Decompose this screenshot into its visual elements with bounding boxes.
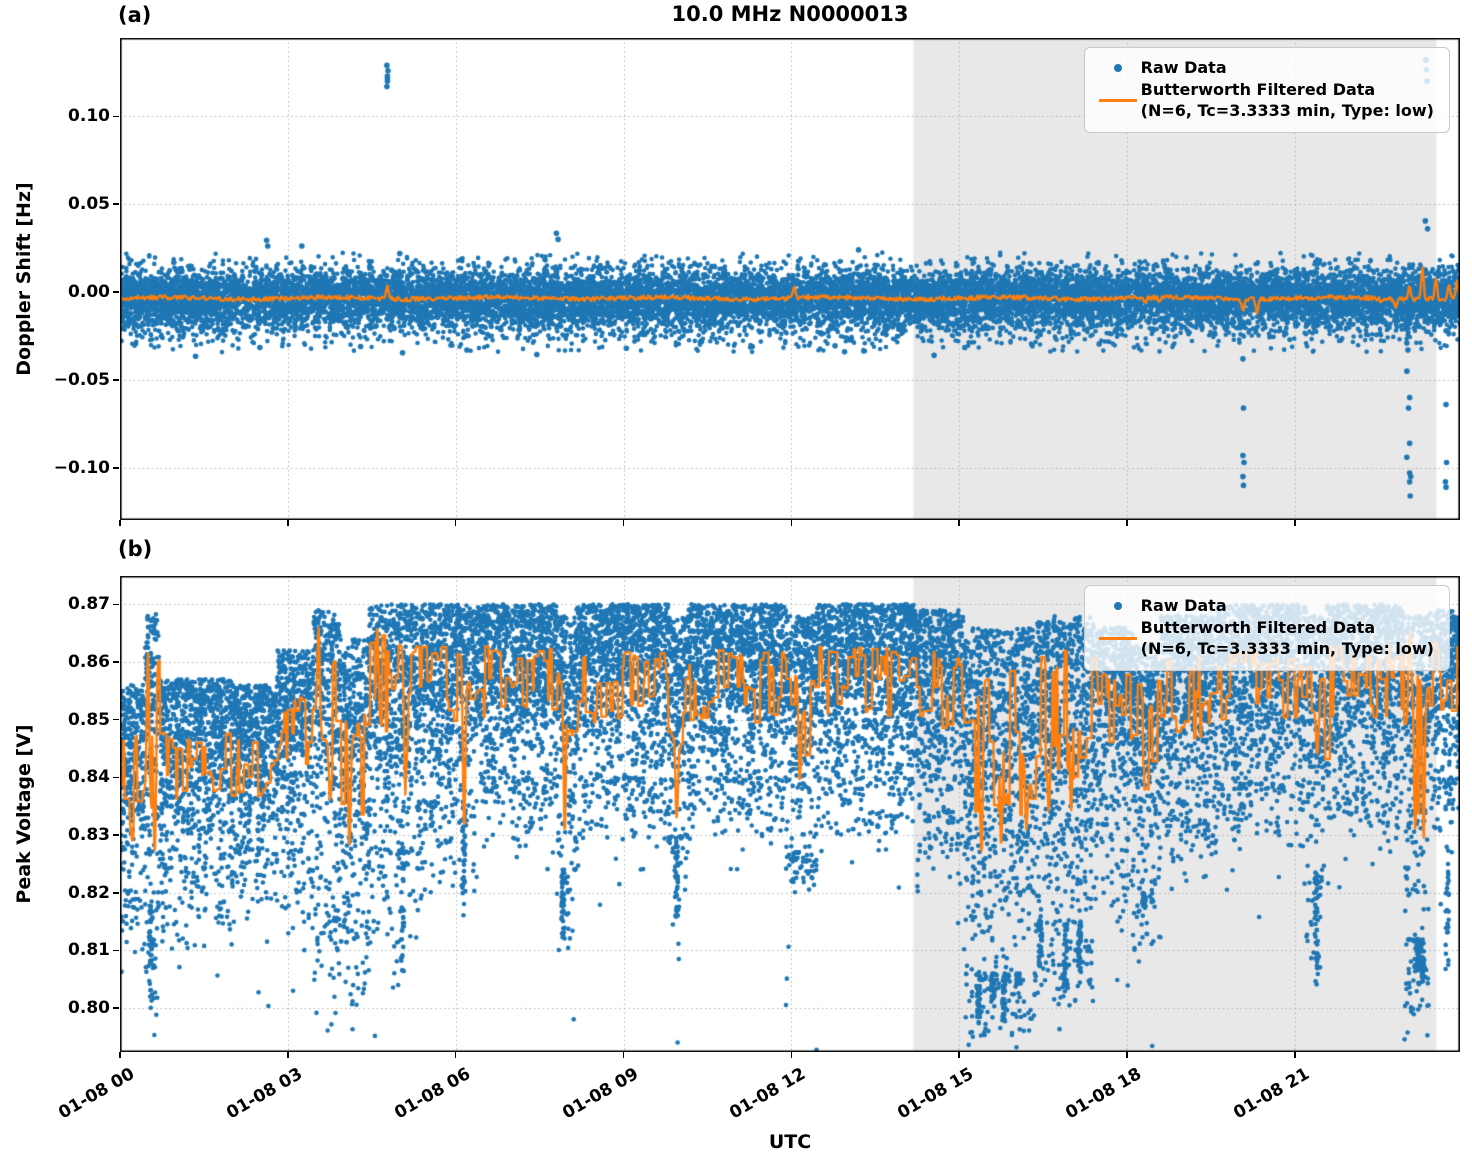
x-tick-label: 01-08 06 — [390, 1064, 474, 1124]
legend-filtered-label: Butterworth Filtered Data (N=6, Tc=3.333… — [1140, 80, 1434, 120]
panel-a-y-axis-label: Doppler Shift [Hz] — [13, 182, 35, 376]
legend-raw-label: Raw Data — [1140, 58, 1227, 77]
panel-a-plot-area: Raw Data Butterworth Filtered Data (N=6,… — [120, 38, 1460, 520]
y-tick-label: −0.05 — [53, 369, 110, 390]
y-tick-mark — [113, 776, 119, 779]
y-tick-mark — [113, 834, 119, 836]
legend-entry-filtered-data: Butterworth Filtered Data (N=6, Tc=3.333… — [1095, 618, 1434, 659]
chart-title: 10.0 MHz N0000013 — [671, 2, 909, 26]
x-tick-label: 01-08 12 — [726, 1064, 810, 1124]
y-tick-mark — [113, 661, 119, 663]
x-axis-label: UTC — [768, 1131, 812, 1153]
x-tick-mark — [790, 1052, 793, 1058]
y-tick-mark — [113, 379, 119, 381]
x-tick-mark — [119, 1052, 121, 1058]
x-tick-label: 01-08 21 — [1230, 1064, 1313, 1124]
y-tick-mark — [113, 203, 119, 205]
panel-b-plot-area: Raw Data Butterworth Filtered Data (N=6,… — [120, 576, 1460, 1052]
panel-a-legend: Raw Data Butterworth Filtered Data (N=6,… — [1083, 47, 1450, 134]
y-tick-label: 0.00 — [68, 282, 110, 303]
y-tick-label: −0.10 — [53, 457, 110, 478]
y-tick-label: 0.83 — [68, 825, 110, 846]
filtered-line-marker-icon — [1095, 99, 1141, 103]
raw-data-marker-icon — [1095, 602, 1141, 611]
legend-raw-label: Raw Data — [1140, 596, 1227, 615]
panel-b-label: (b) — [118, 537, 153, 561]
x-tick-mark — [790, 520, 793, 526]
x-tick-mark — [622, 1052, 625, 1058]
x-tick-mark — [1294, 1052, 1296, 1058]
panel-b-y-axis-label: Peak Voltage [V] — [13, 724, 35, 904]
y-tick-label: 0.81 — [68, 940, 110, 961]
filtered-line-marker-icon — [1095, 637, 1141, 641]
y-tick-label: 0.85 — [68, 709, 110, 730]
y-tick-mark — [113, 603, 119, 606]
legend-filtered-label: Butterworth Filtered Data (N=6, Tc=3.333… — [1140, 618, 1434, 658]
y-tick-label: 0.86 — [68, 651, 110, 672]
x-tick-mark — [622, 520, 625, 526]
panel-a-label: (a) — [118, 3, 152, 27]
y-tick-label: 0.05 — [68, 194, 110, 215]
x-tick-mark — [454, 520, 457, 526]
y-tick-label: 0.82 — [68, 882, 110, 903]
raw-data-marker-icon — [1095, 64, 1141, 73]
x-tick-mark — [1126, 1052, 1128, 1058]
x-tick-mark — [119, 520, 121, 526]
y-tick-mark — [113, 291, 119, 293]
x-tick-mark — [454, 1052, 457, 1058]
panel-b-legend: Raw Data Butterworth Filtered Data (N=6,… — [1083, 585, 1450, 672]
x-tick-mark — [958, 520, 960, 526]
y-tick-mark — [113, 467, 119, 469]
x-tick-label: 01-08 09 — [558, 1064, 642, 1124]
y-tick-label: 0.87 — [68, 594, 110, 615]
x-tick-mark — [958, 1052, 960, 1058]
y-tick-mark — [113, 892, 119, 894]
y-tick-mark — [113, 718, 119, 721]
legend-entry-raw-data: Raw Data — [1095, 58, 1434, 78]
y-tick-label: 0.84 — [68, 767, 110, 788]
x-tick-label: 01-08 15 — [894, 1064, 978, 1124]
y-tick-mark — [113, 949, 119, 952]
y-tick-mark — [113, 115, 119, 118]
x-tick-label: 01-08 00 — [55, 1064, 138, 1124]
x-tick-mark — [1126, 520, 1128, 526]
y-tick-label: 0.80 — [68, 998, 110, 1019]
x-tick-mark — [287, 1052, 289, 1058]
x-tick-label: 01-08 03 — [223, 1064, 306, 1124]
x-tick-label: 01-08 18 — [1062, 1064, 1146, 1124]
x-tick-mark — [1294, 520, 1296, 526]
legend-entry-raw-data: Raw Data — [1095, 596, 1434, 616]
legend-entry-filtered-data: Butterworth Filtered Data (N=6, Tc=3.333… — [1095, 80, 1434, 121]
y-tick-label: 0.10 — [68, 106, 110, 127]
x-tick-mark — [287, 520, 289, 526]
y-tick-mark — [113, 1007, 119, 1009]
